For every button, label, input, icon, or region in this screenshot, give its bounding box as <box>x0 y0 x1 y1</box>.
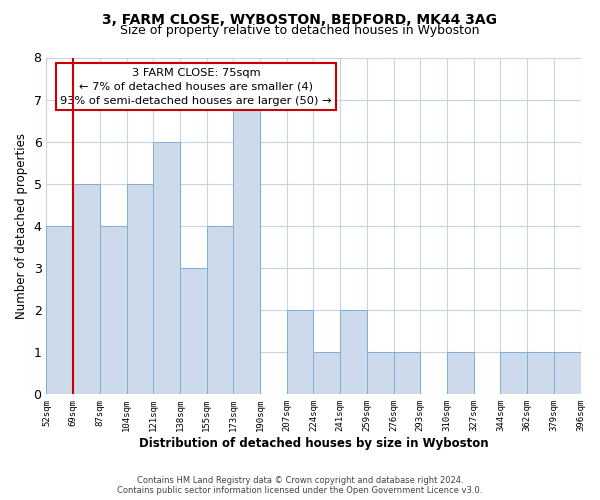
Bar <box>73 184 100 394</box>
Bar <box>46 226 73 394</box>
Bar <box>554 352 581 395</box>
Bar <box>313 352 340 395</box>
Bar <box>153 142 180 394</box>
Text: 3 FARM CLOSE: 75sqm
← 7% of detached houses are smaller (4)
93% of semi-detached: 3 FARM CLOSE: 75sqm ← 7% of detached hou… <box>60 68 332 106</box>
Bar <box>127 184 153 394</box>
Bar <box>287 310 313 394</box>
Y-axis label: Number of detached properties: Number of detached properties <box>15 133 28 319</box>
Text: 3, FARM CLOSE, WYBOSTON, BEDFORD, MK44 3AG: 3, FARM CLOSE, WYBOSTON, BEDFORD, MK44 3… <box>103 12 497 26</box>
Text: Contains HM Land Registry data © Crown copyright and database right 2024.
Contai: Contains HM Land Registry data © Crown c… <box>118 476 482 495</box>
Bar <box>394 352 420 395</box>
Bar <box>233 100 260 395</box>
Bar <box>527 352 554 395</box>
X-axis label: Distribution of detached houses by size in Wyboston: Distribution of detached houses by size … <box>139 437 488 450</box>
Bar <box>500 352 527 395</box>
Text: Size of property relative to detached houses in Wyboston: Size of property relative to detached ho… <box>120 24 480 37</box>
Bar <box>100 226 127 394</box>
Bar <box>367 352 394 395</box>
Bar <box>206 226 233 394</box>
Bar <box>180 268 206 394</box>
Bar <box>340 310 367 394</box>
Bar <box>447 352 473 395</box>
